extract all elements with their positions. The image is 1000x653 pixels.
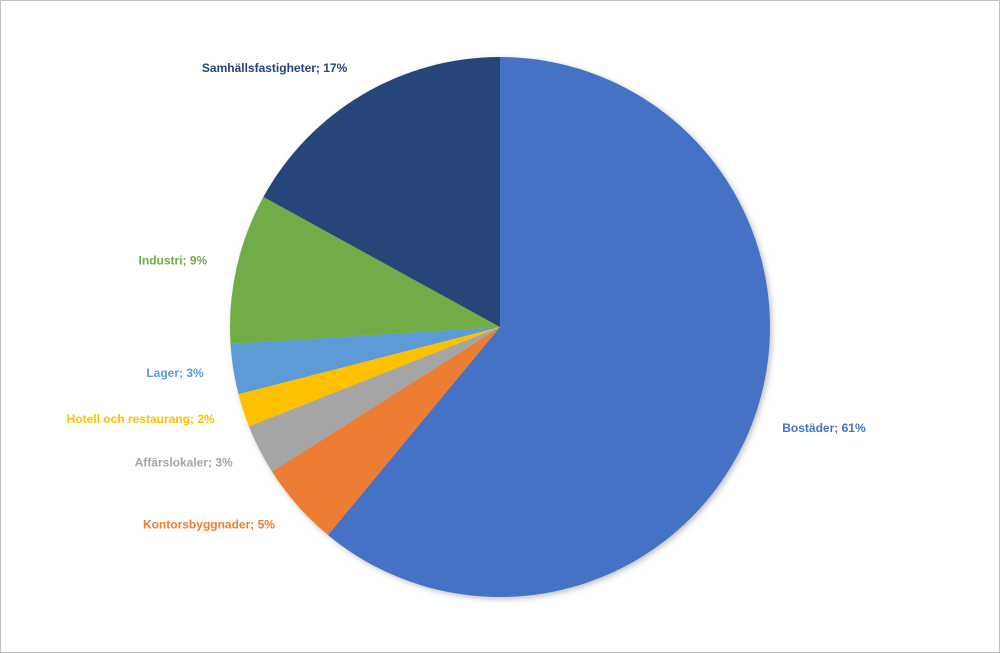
data-label: Lager; 3% xyxy=(146,366,204,380)
data-label: Bostäder; 61% xyxy=(782,421,866,435)
data-label: Hotell och restaurang; 2% xyxy=(67,412,215,426)
pie-slice xyxy=(327,57,770,597)
data-label: Industri; 9% xyxy=(139,254,208,268)
pie-slice xyxy=(272,327,500,536)
data-label: Samhällsfastigheter; 17% xyxy=(202,61,348,75)
pie-slice xyxy=(238,327,500,427)
data-label: Affärslokaler; 3% xyxy=(135,455,233,469)
pie-slice xyxy=(230,327,500,395)
pie xyxy=(230,57,770,597)
pie-slice xyxy=(248,327,500,472)
pie-slice xyxy=(230,196,500,344)
data-label: Kontorsbyggnader; 5% xyxy=(143,518,275,532)
pie-slice xyxy=(263,57,500,327)
